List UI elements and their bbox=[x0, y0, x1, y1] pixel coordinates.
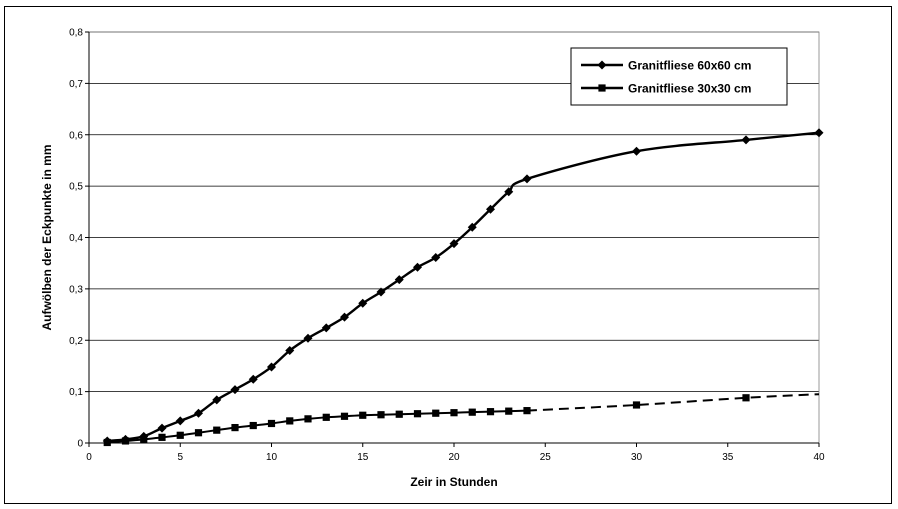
series-line bbox=[107, 409, 528, 444]
data-point bbox=[158, 433, 166, 441]
legend: Granitfliese 60x60 cm Granitfliese 30x30 … bbox=[570, 47, 788, 106]
data-point bbox=[340, 412, 349, 420]
data-point bbox=[322, 413, 330, 421]
y-tick-label: 0 bbox=[77, 439, 83, 450]
y-tick-label: 0,7 bbox=[69, 79, 83, 90]
data-point bbox=[286, 417, 294, 425]
legend-label: Granitfliese 60x60 cm bbox=[628, 59, 751, 73]
data-point bbox=[742, 394, 750, 402]
data-point bbox=[358, 298, 368, 308]
data-point bbox=[121, 437, 130, 445]
data-point bbox=[449, 239, 459, 249]
data-point bbox=[413, 262, 422, 272]
series-layer bbox=[102, 128, 824, 447]
data-point bbox=[176, 431, 184, 439]
y-tick-label: 0,1 bbox=[69, 387, 83, 398]
data-point bbox=[486, 408, 495, 416]
data-point bbox=[741, 135, 751, 145]
legend-marker bbox=[597, 60, 607, 70]
data-point bbox=[140, 435, 148, 444]
data-point bbox=[249, 421, 257, 430]
data-point bbox=[395, 410, 403, 418]
x-tick-label: 35 bbox=[722, 452, 734, 463]
y-tick-label: 0,6 bbox=[69, 130, 83, 141]
data-point bbox=[340, 312, 349, 322]
x-tick-label: 0 bbox=[86, 452, 92, 463]
data-point bbox=[248, 374, 258, 384]
y-tick-label: 0,3 bbox=[69, 284, 83, 295]
data-point bbox=[505, 407, 513, 415]
data-point bbox=[267, 362, 276, 372]
legend-marker bbox=[598, 84, 606, 92]
data-point bbox=[194, 408, 203, 418]
chart-frame bbox=[4, 6, 892, 504]
series-2 bbox=[103, 393, 820, 447]
x-tick-label: 30 bbox=[631, 452, 643, 463]
y-tick-label: 0,5 bbox=[69, 182, 83, 193]
data-point bbox=[376, 287, 386, 297]
data-point bbox=[413, 410, 422, 418]
data-point bbox=[431, 253, 441, 263]
x-tick-label: 5 bbox=[177, 452, 183, 463]
data-point bbox=[432, 409, 440, 417]
data-point bbox=[103, 438, 111, 447]
data-point bbox=[231, 423, 239, 432]
data-point bbox=[212, 395, 222, 405]
series-line-dashed bbox=[526, 393, 820, 412]
data-point bbox=[157, 423, 167, 433]
x-tick-label: 20 bbox=[448, 452, 460, 463]
data-point bbox=[377, 411, 385, 419]
data-point bbox=[303, 333, 313, 343]
data-point bbox=[230, 385, 240, 395]
data-point bbox=[632, 401, 641, 409]
data-point bbox=[267, 419, 276, 428]
data-point bbox=[522, 174, 532, 184]
series-line bbox=[107, 131, 820, 443]
x-tick-label: 25 bbox=[540, 452, 552, 463]
data-point bbox=[468, 408, 476, 416]
y-tick-label: 0,2 bbox=[69, 336, 83, 347]
legend-label: Granitfliese 30x30 cm bbox=[628, 82, 751, 96]
series-1 bbox=[102, 128, 824, 446]
data-point bbox=[285, 346, 295, 356]
axes: 0 0,1 0,2 0,3 0,4 0,5 0,6 0,7 0,8 0 5 10 15 20 25 30 35 4… bbox=[69, 28, 825, 464]
data-point bbox=[450, 409, 458, 417]
data-point bbox=[321, 323, 331, 333]
data-point bbox=[304, 415, 312, 423]
data-point bbox=[814, 128, 824, 138]
x-tick-label: 40 bbox=[813, 452, 825, 463]
data-point bbox=[486, 204, 495, 214]
data-point bbox=[504, 187, 514, 197]
x-tick-label: 10 bbox=[266, 452, 278, 463]
x-tick-label: 15 bbox=[357, 452, 369, 463]
data-point bbox=[394, 275, 404, 285]
x-axis-label: Zeir in Stunden bbox=[410, 475, 497, 489]
data-point bbox=[194, 429, 203, 437]
y-axis-label: Aufwölben der Eckpunkte in mm bbox=[40, 144, 54, 330]
legend-item: Granitfliese 60x60 cm bbox=[581, 59, 751, 73]
data-point bbox=[632, 146, 641, 156]
data-point bbox=[175, 416, 185, 426]
data-point bbox=[523, 407, 531, 415]
y-tick-label: 0,8 bbox=[69, 28, 83, 39]
legend-item: Granitfliese 30x30 cm bbox=[581, 82, 751, 96]
data-point bbox=[359, 411, 367, 419]
data-point bbox=[213, 426, 221, 434]
y-tick-label: 0,4 bbox=[69, 233, 83, 244]
data-point bbox=[467, 222, 477, 232]
legend-box bbox=[570, 47, 788, 106]
